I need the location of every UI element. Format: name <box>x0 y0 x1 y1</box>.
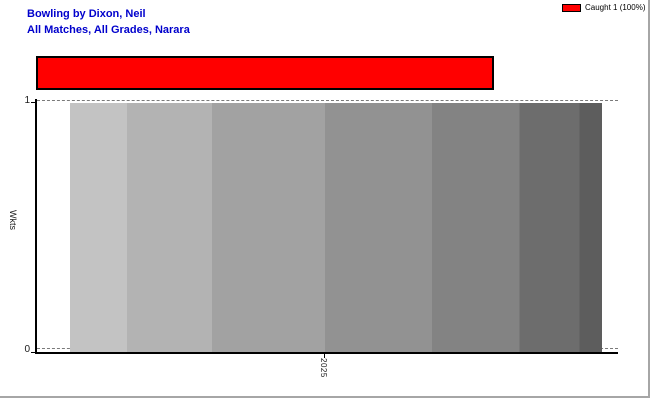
y-tick-mark-1 <box>31 102 36 103</box>
season-bar <box>70 103 602 352</box>
y-axis-title: Wkts <box>8 210 18 230</box>
x-tick-label-2025: 2025 <box>319 358 328 378</box>
y-tick-mark-0 <box>31 352 36 353</box>
x-axis-line <box>35 352 618 354</box>
legend: Caught 1 (100%) <box>562 3 645 12</box>
chart-subtitle: All Matches, All Grades, Narara <box>27 24 190 36</box>
y-tick-label-1: 1 <box>24 95 30 106</box>
y-axis-line <box>35 99 37 354</box>
chart-title-block: Bowling by Dixon, Neil All Matches, All … <box>27 6 190 38</box>
legend-swatch-caught <box>562 3 581 12</box>
gridline-y1 <box>37 100 618 101</box>
x-tick-mark-2025 <box>324 354 325 358</box>
dismissal-bar-caught <box>36 56 494 90</box>
chart-title: Bowling by Dixon, Neil <box>27 8 146 20</box>
y-tick-label-0: 0 <box>24 344 30 355</box>
legend-label-caught: Caught 1 (100%) <box>585 3 646 12</box>
